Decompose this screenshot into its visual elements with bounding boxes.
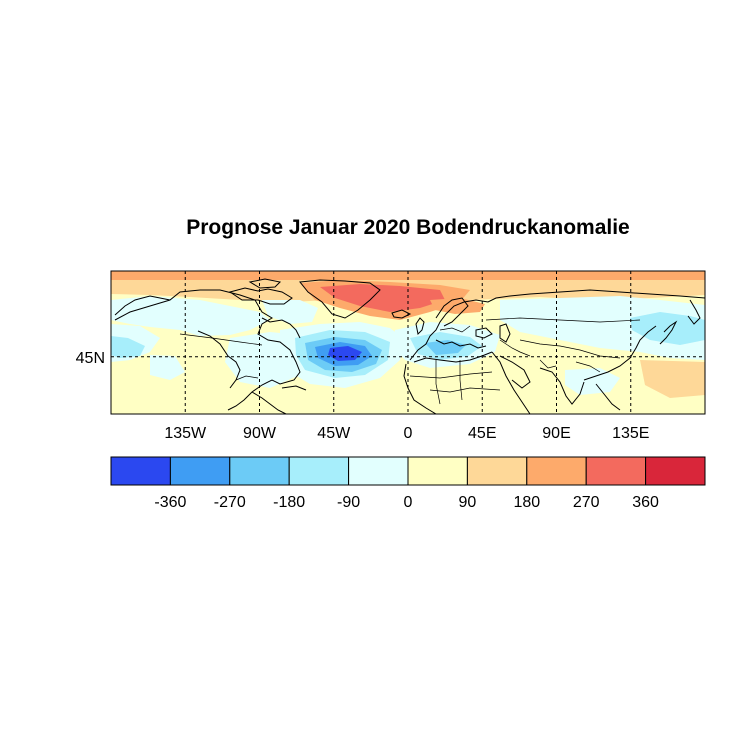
coastline-arabia (499, 355, 531, 389)
coastline-black-sea (475, 327, 493, 339)
legend-swatch (407, 456, 468, 486)
longitude-tick-label: 45E (468, 425, 496, 442)
legend-label: 0 (404, 494, 413, 511)
coastline-caribbean (281, 385, 307, 391)
border-central-asia (519, 339, 561, 347)
coastline-caspian (499, 323, 511, 343)
border-pakistan (539, 359, 557, 369)
coastline-indochina (595, 383, 621, 411)
border-north-africa (409, 371, 493, 379)
legend-swatch (466, 456, 528, 486)
legend-swatch (169, 456, 231, 486)
legend-label: 270 (573, 494, 600, 511)
coastline-ellesmere (248, 278, 282, 289)
coastline-central-america (251, 391, 287, 414)
legend-swatches (110, 456, 706, 486)
anomaly-pacific-south-minus90 (150, 355, 185, 380)
border-algeria (435, 360, 441, 405)
map-panel: 135W 90W 45W 0 45E 90E 135E 45N (76, 270, 706, 442)
border-iran (499, 339, 531, 357)
border-sahel (429, 387, 501, 393)
legend-label: 90 (459, 494, 477, 511)
coastlines (114, 278, 705, 414)
anomaly-asia-minus90 (500, 296, 705, 360)
border-central-europe (439, 325, 471, 333)
longitude-tick-label: 45W (317, 425, 351, 442)
coastline-scandinavia (435, 297, 469, 327)
latitude-tick-label: 45N (76, 350, 105, 367)
border-russia-south (485, 317, 641, 323)
legend-label: 360 (632, 494, 659, 511)
anomaly-scandinavia-270 (430, 298, 485, 314)
anomaly-canada-minus90 (262, 300, 318, 324)
graticule (111, 271, 705, 414)
longitude-tick-label: 0 (404, 425, 413, 442)
coastline-north-america (114, 289, 301, 411)
anomaly-pacific-west-180 (640, 360, 705, 398)
anomaly-band-270 (111, 271, 705, 280)
coastline-japan (659, 320, 678, 345)
longitude-tick-label: 90E (542, 425, 570, 442)
longitude-tick-labels: 135W 90W 45W 0 45E 90E 135E (164, 425, 649, 442)
coastline-uk (415, 317, 425, 336)
country-borders (179, 317, 641, 405)
longitude-tick-label: 90W (243, 425, 277, 442)
legend-frame (110, 456, 706, 486)
coastline-hudson (261, 317, 301, 339)
coastline-china (583, 325, 657, 381)
longitude-tick-label: 135E (612, 425, 649, 442)
coastline-india (539, 367, 585, 405)
border-usa-canada (179, 333, 263, 346)
map-title: Prognose Januar 2020 Bodendruckanomalie (186, 216, 629, 239)
longitude-tick-label: 135W (164, 425, 207, 442)
legend-swatch (348, 456, 409, 486)
coastline-arctic-islands (228, 287, 293, 305)
coastline-kamchatka (687, 299, 701, 325)
border-libya-egypt (459, 360, 463, 401)
latitude-tick-labels: 45N (76, 350, 105, 367)
legend-label: -180 (273, 494, 305, 511)
map-frame (110, 270, 706, 415)
legend-swatch (585, 456, 647, 486)
border-himalaya (575, 361, 601, 373)
anomaly-south-asia-minus90 (565, 368, 620, 395)
legend-swatch (288, 456, 350, 486)
legend-label: -90 (337, 494, 360, 511)
coastline-na-west (197, 330, 241, 389)
legend-swatch (526, 456, 587, 486)
anomaly-pacific-minus180 (111, 336, 145, 358)
color-legend: -360 -270 -180 -90 0 90 180 270 360 (110, 456, 706, 511)
legend-swatch (229, 456, 290, 486)
coastline-africa-west (403, 363, 437, 414)
anomaly-greenland-360 (320, 284, 445, 312)
coastline-iceland (391, 309, 412, 319)
legend-labels: -360 -270 -180 -90 0 90 180 270 360 (154, 494, 659, 511)
coastline-africa-east (491, 351, 531, 414)
legend-label: 180 (513, 494, 540, 511)
coastline-alaska (114, 295, 171, 316)
coastline-greenland (299, 279, 381, 319)
legend-swatch (110, 456, 171, 486)
coastline-mediterranean-north (435, 339, 487, 349)
border-usa-mexico (235, 375, 259, 381)
legend-label: -270 (214, 494, 246, 511)
legend-label: -360 (154, 494, 186, 511)
legend-swatch (645, 456, 706, 486)
